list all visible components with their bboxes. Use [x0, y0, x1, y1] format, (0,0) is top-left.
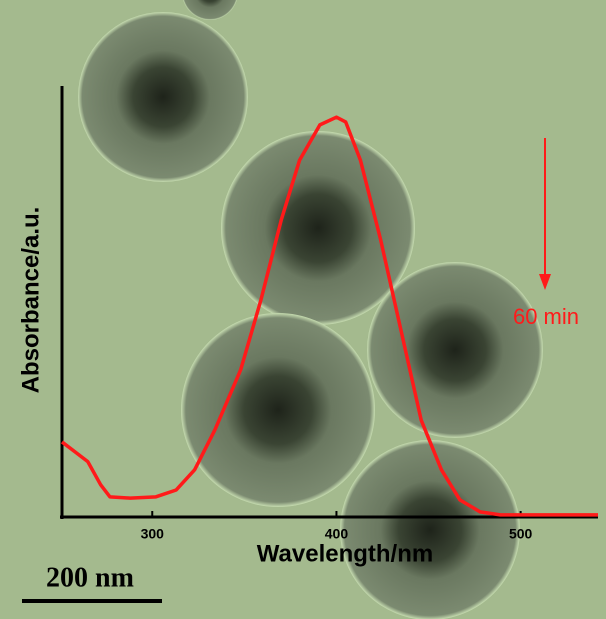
x-tick-label: 500 — [509, 526, 533, 542]
scale-bar-label: 200 nm — [46, 562, 134, 593]
spectrum-line — [60, 115, 598, 517]
x-axis-label: Wavelength/nm — [257, 540, 433, 567]
particles — [78, 0, 543, 619]
x-tick-label: 300 — [141, 526, 165, 542]
annotation: 60 min — [513, 304, 579, 329]
x-tick-label: 400 — [325, 526, 349, 542]
y-axis-label: Absorbance/a.u. — [17, 207, 44, 394]
arrow-head — [539, 274, 551, 290]
